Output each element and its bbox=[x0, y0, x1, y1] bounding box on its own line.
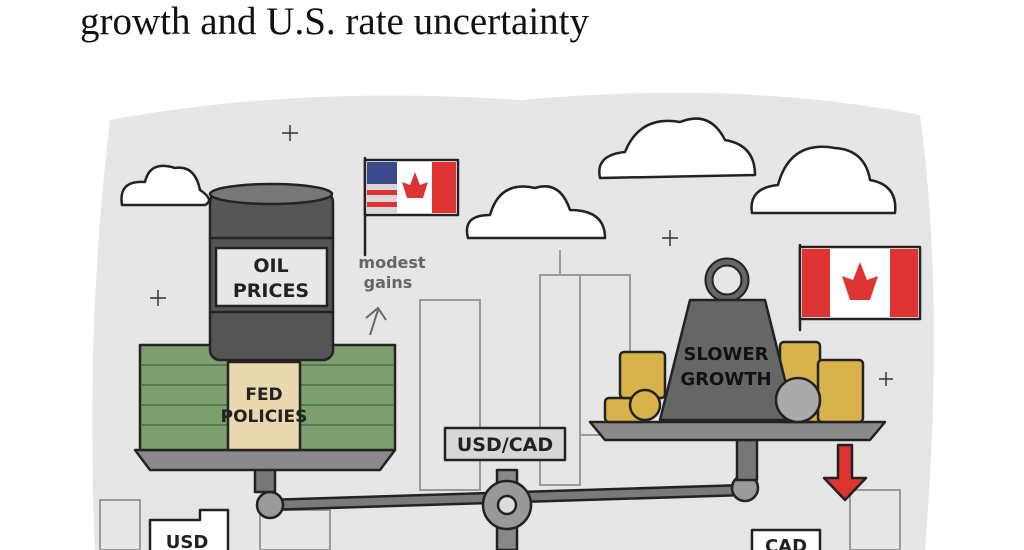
scale-label: USD/CAD bbox=[457, 434, 553, 456]
flag-canada bbox=[798, 243, 922, 332]
note: modest gains bbox=[358, 253, 426, 336]
building-label: USD bbox=[166, 532, 209, 550]
note-line: modest bbox=[358, 253, 425, 272]
money-stack: FED POLICIES bbox=[138, 343, 397, 452]
money-label: POLICIES bbox=[221, 407, 308, 427]
barrel-label: OIL bbox=[253, 255, 288, 277]
building-label: CAD bbox=[765, 536, 807, 550]
clouds bbox=[120, 117, 897, 240]
weight: SLOWER GROWTH bbox=[658, 257, 822, 424]
barrel-label: PRICES bbox=[233, 280, 309, 302]
flag-us-canada bbox=[363, 156, 460, 257]
illustration: modest gains USD/CAD FED bbox=[92, 92, 934, 550]
down-arrow bbox=[822, 443, 868, 502]
oil-barrel: OIL PRICES bbox=[208, 182, 335, 362]
sparkles bbox=[150, 125, 893, 386]
weight-label: SLOWER bbox=[683, 344, 768, 365]
headline: growth and U.S. rate uncertainty bbox=[80, 0, 590, 43]
scale: USD/CAD bbox=[133, 420, 887, 550]
money-label: FED bbox=[245, 385, 282, 405]
note-line: gains bbox=[364, 273, 413, 292]
weight-label: GROWTH bbox=[680, 369, 771, 390]
buildings: USD CAD bbox=[148, 508, 822, 550]
